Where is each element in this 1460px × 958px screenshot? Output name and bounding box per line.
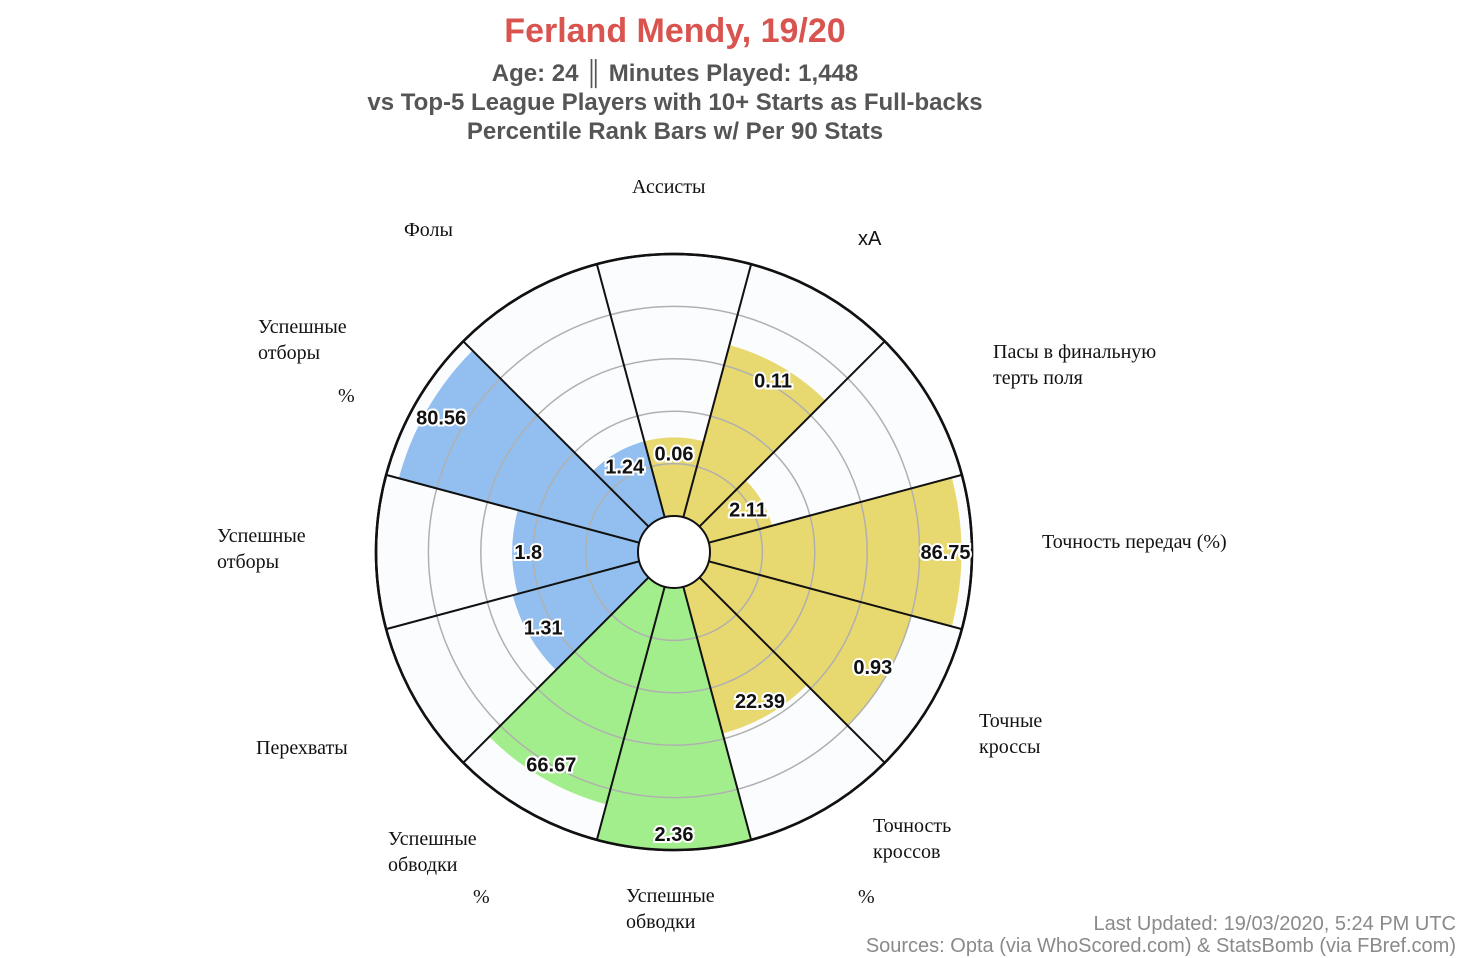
bar-10 [512, 510, 640, 594]
bar-1 [644, 437, 704, 518]
bar-7 [596, 586, 752, 850]
spoke-12 [462, 340, 650, 528]
value-label-11: 80.56 [416, 408, 466, 430]
spoke-9 [462, 576, 650, 764]
value-label-4: 86.75 [920, 542, 970, 564]
chart-spokes [385, 263, 963, 841]
footer-sources: Sources: Opta (via WhoScored.com) & Stat… [865, 935, 1456, 957]
value-label-5: 0.93 [853, 657, 892, 679]
label-dribble-success: Успешные обводки [388, 828, 477, 876]
chart-subtitle-method: Percentile Rank Bars w/ Per 90 Stats [466, 118, 884, 145]
label-cross-accuracy-percent: % [858, 886, 875, 908]
spoke-8 [595, 586, 666, 841]
footer-last-updated: Last Updated: 19/03/2020, 5:24 PM UTC [1093, 913, 1456, 935]
label-tackle-success: Успешные отборы [258, 316, 347, 364]
label-assists: Ассисты [632, 176, 706, 198]
spoke-7 [682, 586, 753, 841]
spoke-1 [595, 263, 666, 518]
chart-outer-ring [374, 252, 974, 852]
chart-center-hole [637, 515, 711, 589]
gridline-20 [584, 462, 764, 642]
gridline-80 [427, 305, 921, 799]
label-accurate-crosses: Точные кроссы [979, 710, 1043, 758]
bar-4 [708, 477, 962, 627]
bar-3 [699, 480, 773, 543]
label-xa: xA [858, 228, 882, 250]
value-label-8: 66.67 [526, 754, 576, 776]
label-final-third-passes: Пасы в финальную терть поля [993, 341, 1157, 389]
gridline-60 [480, 358, 868, 746]
bar-12 [592, 441, 665, 527]
value-label-6: 22.39 [735, 691, 785, 713]
spoke-11 [385, 473, 640, 544]
label-fouls: Фолы [404, 219, 453, 241]
label-dribble-success-percent: % [473, 886, 490, 908]
chart-value-labels: 0.06 0.11 2.11 86.75 0.93 22.39 2.36 66.67 1.31 1… [414, 368, 972, 848]
label-cross-accuracy: Точность кроссов [873, 815, 952, 863]
bar-9 [512, 561, 649, 671]
spoke-2 [682, 263, 753, 518]
value-label-12: 1.24 [605, 457, 645, 479]
spoke-5 [708, 560, 963, 631]
value-label-3: 2.11 [729, 499, 767, 521]
chart-subtitle-age: Age: 24 ║ Minutes Played: 1,448 [491, 60, 859, 87]
gridline-40 [532, 410, 816, 694]
chart-title: Ferland Mendy, 19/20 [504, 12, 846, 50]
label-interceptions: Перехваты [256, 737, 348, 759]
spoke-6 [698, 576, 886, 764]
value-label-9: 1.31 [524, 618, 563, 640]
label-successful-tackles: Успешные отборы [217, 525, 306, 573]
chart-subtitle-comparison: vs Top-5 League Players with 10+ Starts … [367, 89, 983, 116]
label-successful-dribbles: Успешные обводки [626, 885, 715, 933]
spoke-4 [708, 473, 963, 544]
value-label-7: 2.36 [655, 824, 694, 846]
value-label-2: 0.11 [754, 370, 792, 392]
value-label-1: 0.06 [655, 443, 694, 465]
spoke-3 [698, 340, 886, 528]
chart-gridlines [427, 305, 921, 799]
value-label-10: 1.8 [514, 542, 542, 564]
spoke-10 [385, 560, 640, 631]
bar-6 [683, 577, 807, 734]
label-tackle-success-percent: % [338, 385, 355, 407]
label-pass-accuracy: Точность передач (%) [1042, 531, 1227, 553]
